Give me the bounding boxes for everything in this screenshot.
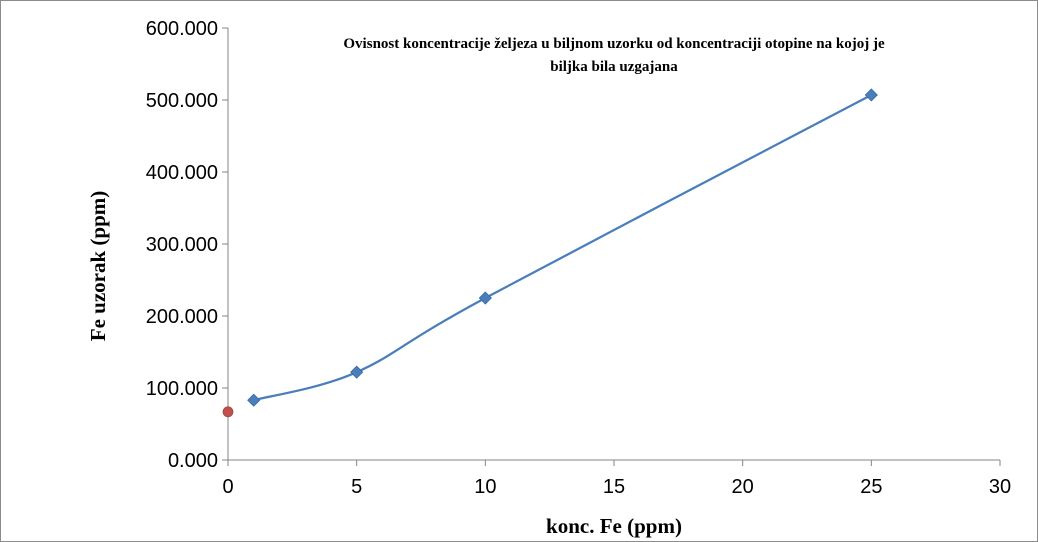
chart-title-line-1: Ovisnost koncentracije željeza u biljnom…: [343, 36, 885, 52]
y-tick-label: 0.000: [168, 450, 218, 472]
data-point-diamond: [350, 365, 364, 379]
chart-title-line-2: biljka bila uzgajana: [550, 59, 678, 75]
y-tick-label: 300.000: [146, 234, 218, 256]
y-tick-label: 200.000: [146, 306, 218, 328]
axes: 0.000 100.000 200.000 300.000 400.000 500.000…: [146, 18, 1011, 498]
x-tick-label: 5: [351, 476, 362, 498]
x-axis-title: konc. Fe (ppm): [546, 514, 682, 538]
y-tick-label: 500.000: [146, 90, 218, 112]
y-tick-label: 600.000: [146, 18, 218, 40]
series-0-line: [253, 93, 872, 402]
x-tick-label: 20: [732, 476, 754, 498]
data-point-diamond: [864, 88, 878, 102]
x-tick-label: 15: [603, 476, 625, 498]
y-tick-label: 100.000: [146, 378, 218, 400]
series-layer: [222, 88, 878, 418]
x-tick-label: 25: [860, 476, 882, 498]
x-tick-label: 30: [989, 476, 1011, 498]
x-tick-label: 10: [474, 476, 496, 498]
data-point-diamond: [247, 393, 261, 407]
x-tick-label: 0: [222, 476, 233, 498]
data-point-circle: [222, 406, 234, 418]
y-axis-title: Fe uzorak (ppm): [86, 191, 110, 342]
y-tick-label: 400.000: [146, 162, 218, 184]
data-point-diamond: [478, 291, 492, 305]
